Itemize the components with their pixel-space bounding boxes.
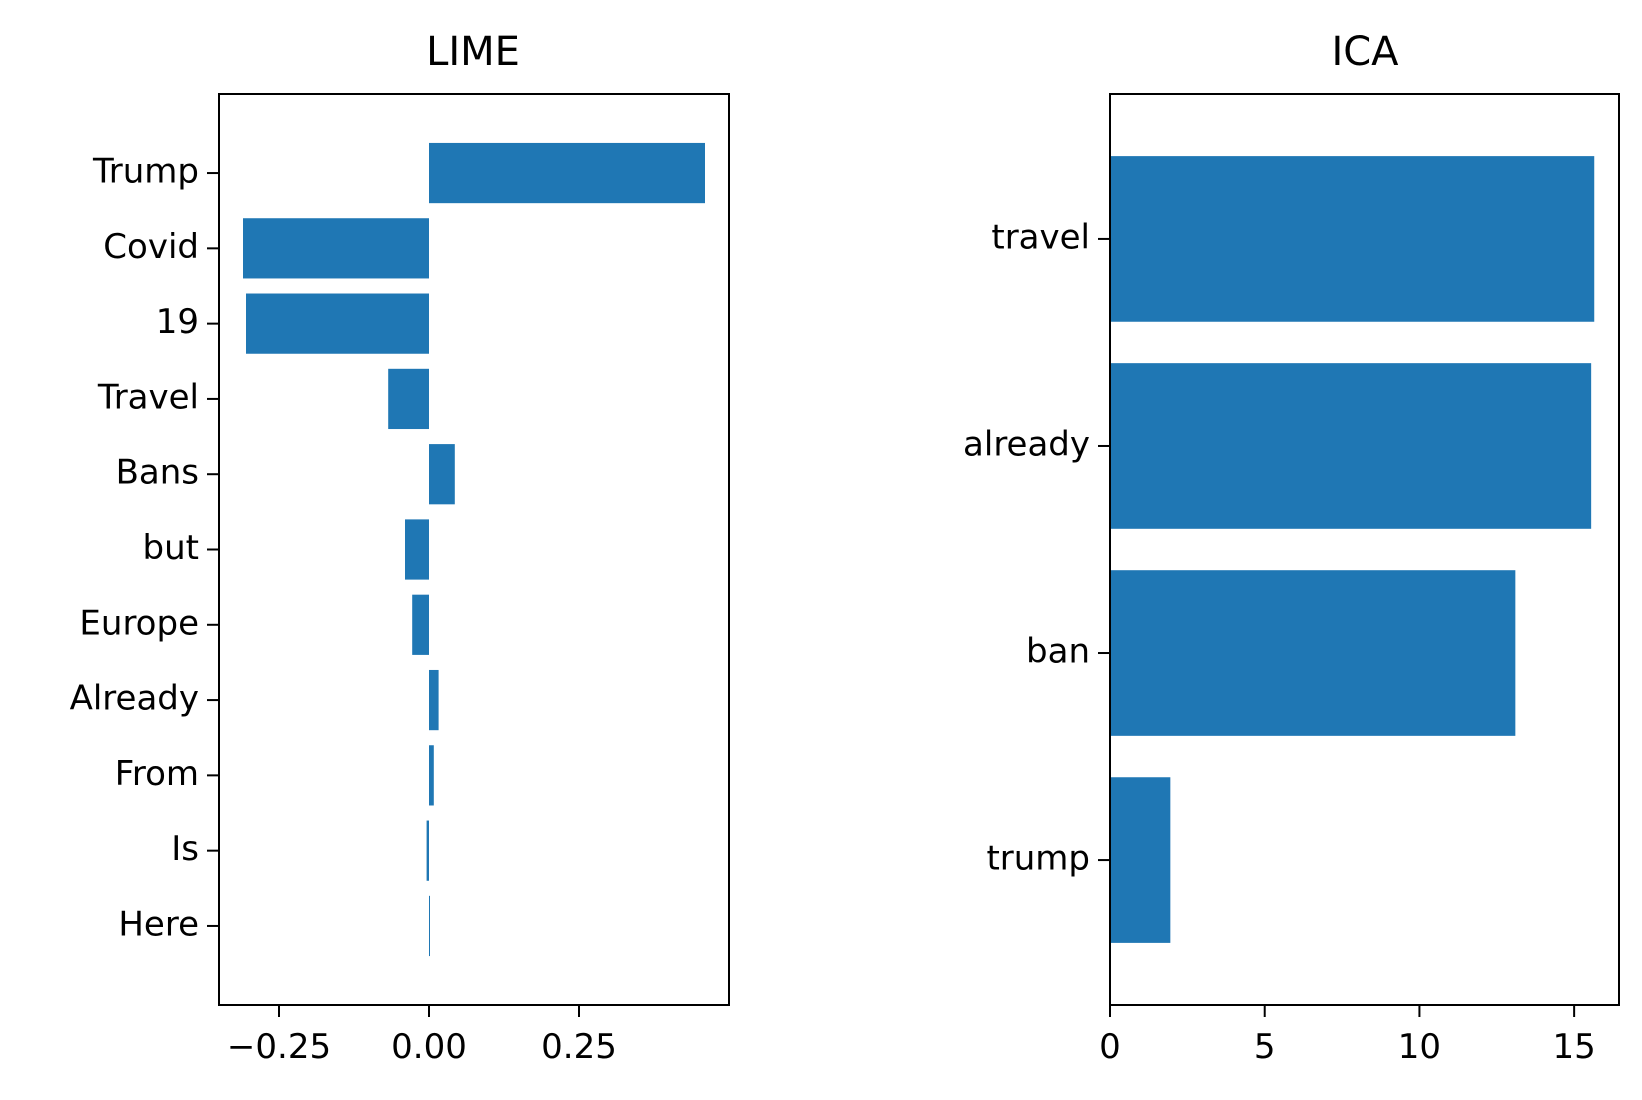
- lime-chart: LIME Trump Covid 19 Travel Bans but Europe Alre…: [70, 29, 730, 1067]
- lime-bar-0: [429, 142, 705, 204]
- ica-ytick-label-1: already: [963, 424, 1090, 464]
- lime-bar-10: [429, 895, 430, 957]
- ica-chart: ICA travel already ban trump 0 5 10 15: [963, 29, 1620, 1067]
- lime-ytick-label-7: Already: [70, 679, 199, 719]
- ica-xtick-label-3: 15: [1553, 1027, 1596, 1067]
- lime-bars: [243, 142, 705, 957]
- ica-bar-2: [1110, 570, 1516, 736]
- lime-ytick-label-5: but: [143, 528, 199, 568]
- lime-ytick-label-3: Travel: [97, 377, 199, 417]
- lime-xtick-label-0: −0.25: [227, 1027, 331, 1067]
- ica-plot-frame: [1109, 93, 1620, 1006]
- lime-x-axis: −0.25 0.00 0.25: [227, 1005, 617, 1067]
- lime-xtick-label-2: 0.25: [541, 1027, 617, 1067]
- lime-ytick-label-0: Trump: [92, 152, 199, 192]
- lime-ytick-label-9: Is: [171, 829, 199, 869]
- lime-bar-6: [412, 594, 429, 655]
- lime-bar-5: [405, 519, 429, 580]
- ica-ytick-label-3: trump: [986, 839, 1090, 879]
- ica-bar-0: [1110, 156, 1595, 322]
- lime-y-axis: Trump Covid 19 Travel Bans but Europe Already Fr…: [70, 152, 219, 944]
- lime-ytick-label-2: 19: [156, 302, 199, 342]
- ica-bar-1: [1110, 363, 1592, 529]
- lime-ytick-label-1: Covid: [103, 227, 199, 267]
- ica-x-axis: 0 5 10 15: [1099, 1005, 1596, 1067]
- lime-ytick-label-10: Here: [118, 904, 199, 944]
- lime-bar-4: [429, 444, 455, 505]
- lime-bar-2: [246, 293, 429, 354]
- lime-ytick-label-4: Bans: [116, 453, 199, 493]
- lime-bar-7: [429, 669, 439, 731]
- lime-ytick-label-8: From: [115, 754, 199, 794]
- ica-ytick-label-2: ban: [1026, 632, 1090, 672]
- ica-y-axis: travel already ban trump: [963, 217, 1110, 879]
- lime-xtick-label-1: 0.00: [391, 1027, 467, 1067]
- lime-ytick-label-6: Europe: [79, 603, 199, 643]
- ica-bar-3: [1110, 777, 1171, 943]
- ica-chart-title: ICA: [1331, 29, 1399, 75]
- ica-ytick-label-0: travel: [991, 217, 1090, 257]
- lime-bar-8: [429, 745, 434, 806]
- lime-bar-1: [243, 218, 429, 279]
- ica-xtick-label-1: 5: [1254, 1027, 1276, 1067]
- ica-xtick-label-0: 0: [1099, 1027, 1121, 1067]
- ica-xtick-label-2: 10: [1398, 1027, 1441, 1067]
- lime-chart-title: LIME: [426, 29, 520, 75]
- lime-bar-3: [388, 368, 429, 430]
- ica-bars: [1110, 156, 1595, 943]
- lime-bar-9: [426, 820, 429, 881]
